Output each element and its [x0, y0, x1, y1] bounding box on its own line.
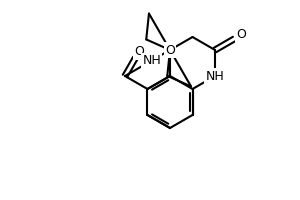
Text: O: O: [134, 45, 144, 58]
Text: O: O: [165, 44, 175, 56]
Text: NH: NH: [206, 70, 224, 82]
Text: NH: NH: [142, 54, 161, 67]
Text: O: O: [236, 28, 246, 41]
